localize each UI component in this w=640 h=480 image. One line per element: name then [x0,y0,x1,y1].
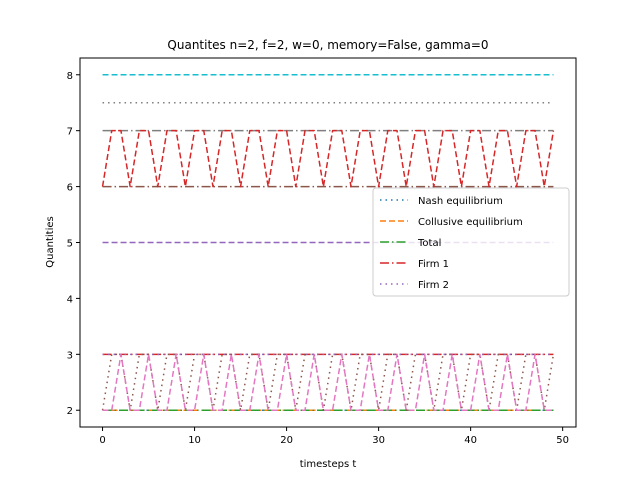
y-ticks: 2 3 4 5 6 7 8 [67,71,80,417]
series-layer [101,74,555,411]
x-axis-title: timesteps t [300,459,357,470]
legend-label: Firm 2 [418,280,449,291]
y-tick-label: 7 [67,127,73,138]
y-axis-title: Quantities [45,216,56,267]
y-tick-label: 2 [67,406,73,417]
legend-label: Firm 1 [418,259,449,270]
x-ticks: 0 10 20 30 40 50 [99,427,569,446]
legend-items: Nash equilibrium Collusive equilibrium Tot… [380,196,523,291]
legend-label: Collusive equilibrium [418,217,523,228]
x-tick-label: 10 [188,435,201,446]
y-tick-label: 8 [67,71,73,82]
x-tick-label: 20 [280,435,293,446]
legend-label: Nash equilibrium [418,196,503,207]
x-tick-label: 40 [464,435,477,446]
legend-box [372,187,570,297]
x-tick-label: 0 [99,435,105,446]
y-tick-label: 5 [67,239,73,250]
x-tick-label: 30 [372,435,385,446]
y-tick-label: 4 [67,294,73,305]
y-tick-label: 3 [67,350,73,361]
series-line-7 [102,353,554,411]
legend-label: Total [417,238,441,249]
chart-title: Quantites n=2, f=2, w=0, memory=False, g… [167,38,488,52]
y-tick-label: 6 [67,183,73,194]
x-tick-label: 50 [556,435,569,446]
series-line-13 [101,129,555,188]
plot-area: 0 10 20 30 40 50 2 3 4 5 6 7 8 [67,57,577,446]
legend: Nash equilibrium Collusive equilibrium Tot… [372,187,570,297]
